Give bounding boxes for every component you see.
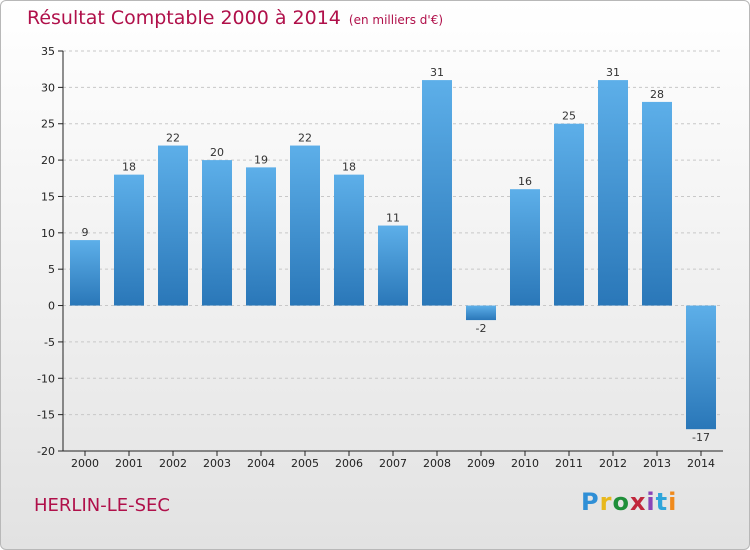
- bar: [466, 305, 496, 321]
- x-tick-label: 2004: [247, 457, 275, 470]
- y-tick-label: -10: [37, 372, 55, 385]
- logo-letter: i: [646, 488, 656, 516]
- bar: [202, 160, 232, 306]
- bar: [158, 145, 188, 306]
- x-tick-label: 2012: [599, 457, 627, 470]
- y-tick-label: 35: [41, 45, 55, 58]
- x-tick-label: 2001: [115, 457, 143, 470]
- logo-letter: o: [612, 488, 630, 516]
- bar: [598, 80, 628, 306]
- bar: [290, 145, 320, 306]
- x-tick-label: 2000: [71, 457, 99, 470]
- data-label: 16: [518, 175, 532, 188]
- bar-chart: -20 -15 -10 -5 0 5 10 15 20 25 30 35 9 2000 18 2001 22 20…: [37, 45, 723, 470]
- x-tick-label: 2008: [423, 457, 451, 470]
- y-tick-label: 30: [41, 81, 55, 94]
- y-tick-label: -20: [37, 445, 55, 458]
- data-label: 28: [650, 88, 664, 101]
- data-label: 22: [298, 132, 312, 145]
- chart-title: Résultat Comptable 2000 à 2014 (en millie…: [27, 7, 443, 29]
- x-tick-label: 2014: [687, 457, 715, 470]
- y-tick-label: 0: [48, 300, 55, 313]
- y-tick-label: 10: [41, 227, 55, 240]
- y-tick-label: -15: [37, 409, 55, 422]
- data-label: 18: [122, 161, 136, 174]
- data-label: 20: [210, 146, 224, 159]
- y-tick-label: 25: [41, 118, 55, 131]
- data-label: 31: [606, 66, 620, 79]
- data-label: 9: [82, 226, 89, 239]
- data-label: 19: [254, 153, 268, 166]
- data-label: 11: [386, 212, 400, 225]
- logo-letter: t: [655, 488, 669, 516]
- data-label: 31: [430, 66, 444, 79]
- chart-subtitle: (en milliers d'€): [348, 13, 444, 27]
- bar: [334, 174, 364, 306]
- bar: [378, 225, 408, 306]
- data-label: 22: [166, 132, 180, 145]
- x-tick-label: 2006: [335, 457, 363, 470]
- x-tick-label: 2011: [555, 457, 583, 470]
- bar: [554, 123, 584, 306]
- y-tick-label: -5: [44, 336, 55, 349]
- bar: [70, 240, 100, 306]
- data-label: 25: [562, 110, 576, 123]
- bar: [422, 80, 452, 306]
- logo-letter: P: [581, 488, 600, 516]
- data-label: -17: [692, 431, 710, 444]
- data-label: -2: [476, 322, 487, 335]
- y-tick-label: 5: [48, 263, 55, 276]
- x-tick-label: 2007: [379, 457, 407, 470]
- bar: [114, 174, 144, 306]
- bar: [246, 167, 276, 306]
- x-tick-label: 2013: [643, 457, 671, 470]
- bar: [510, 189, 540, 306]
- logo-letter: r: [599, 488, 613, 516]
- chart-title-text: Résultat Comptable 2000 à 2014: [27, 7, 341, 29]
- bar: [642, 101, 672, 306]
- x-tick-label: 2002: [159, 457, 187, 470]
- logo-letter: x: [629, 488, 647, 516]
- x-tick-label: 2005: [291, 457, 319, 470]
- logo-letter: i: [668, 488, 678, 516]
- proxiti-logo: Proxiti: [581, 488, 677, 516]
- y-tick-label: 20: [41, 154, 55, 167]
- x-tick-label: 2010: [511, 457, 539, 470]
- x-tick-label: 2003: [203, 457, 231, 470]
- x-tick-label: 2009: [467, 457, 495, 470]
- bar: [686, 305, 716, 430]
- commune-name: HERLIN-LE-SEC: [34, 495, 170, 516]
- y-tick-label: 15: [41, 190, 55, 203]
- data-label: 18: [342, 161, 356, 174]
